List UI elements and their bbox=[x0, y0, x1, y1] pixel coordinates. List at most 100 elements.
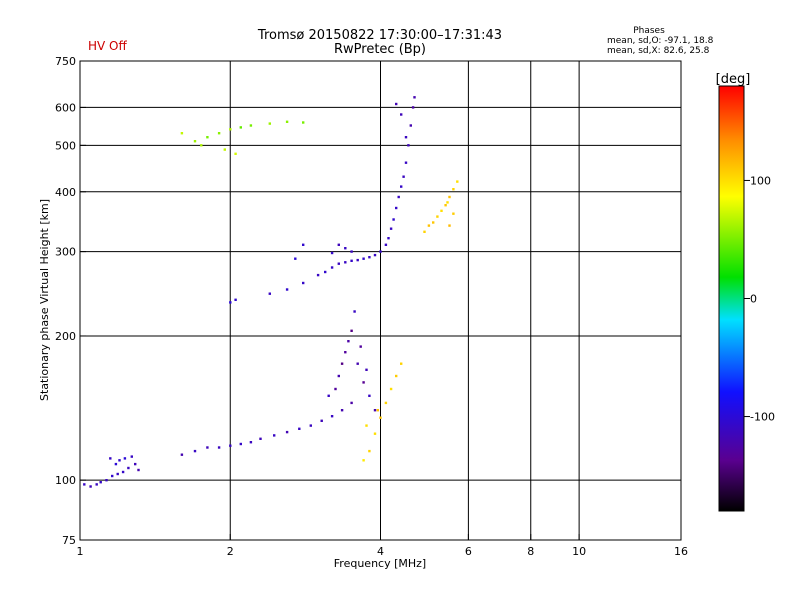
plot-area: 1 2 4 6 8 10 16 75 100 200 300 400 500 600 750 bbox=[55, 55, 688, 558]
x-axis-label: Frequency [MHz] bbox=[334, 557, 426, 570]
data-point bbox=[285, 288, 289, 291]
data-point bbox=[402, 175, 405, 178]
data-point bbox=[392, 218, 395, 221]
colorbar-tick-label: -100 bbox=[750, 411, 775, 424]
data-point bbox=[400, 113, 403, 116]
data-point bbox=[309, 424, 312, 427]
data-point bbox=[285, 120, 289, 123]
data-point bbox=[456, 180, 459, 183]
data-point bbox=[350, 329, 353, 332]
data-point bbox=[337, 262, 340, 265]
data-point bbox=[249, 441, 253, 444]
data-point bbox=[200, 144, 203, 147]
data-point bbox=[229, 128, 232, 131]
data-point bbox=[350, 250, 353, 253]
data-point bbox=[362, 381, 365, 384]
data-point bbox=[347, 340, 350, 343]
data-point bbox=[294, 257, 297, 260]
chart-title: Tromsø 20150822 17:30:00–17:31:43 bbox=[257, 28, 502, 43]
data-point bbox=[193, 449, 197, 453]
data-point bbox=[409, 124, 412, 127]
y-tick-label: 300 bbox=[55, 246, 76, 259]
data-point bbox=[239, 126, 242, 129]
data-point bbox=[206, 136, 209, 139]
data-point bbox=[368, 449, 371, 453]
data-point bbox=[448, 224, 451, 227]
chart-subtitle: RwPretec (Bp) bbox=[334, 42, 426, 57]
data-point bbox=[440, 209, 443, 212]
data-point bbox=[330, 415, 334, 418]
data-point bbox=[404, 136, 408, 139]
data-point bbox=[379, 250, 382, 253]
data-point bbox=[239, 442, 242, 446]
y-tick-label: 200 bbox=[55, 330, 76, 343]
data-point bbox=[368, 256, 371, 259]
data-point bbox=[109, 457, 112, 460]
data-point bbox=[344, 261, 347, 264]
data-point bbox=[234, 152, 237, 155]
data-point bbox=[452, 188, 455, 191]
data-points bbox=[83, 96, 459, 488]
data-point bbox=[444, 204, 447, 207]
x-ticks: 1 2 4 6 8 10 16 bbox=[77, 534, 688, 558]
data-point bbox=[384, 243, 388, 246]
data-point bbox=[234, 298, 237, 301]
data-point bbox=[223, 148, 226, 151]
stats-o: mean, sd,O: -97.1, 18.8 bbox=[607, 36, 714, 46]
data-point bbox=[206, 446, 209, 449]
data-point bbox=[121, 470, 125, 474]
data-point bbox=[95, 483, 98, 486]
x-tick-label: 8 bbox=[527, 545, 534, 558]
data-point bbox=[436, 215, 439, 218]
data-point bbox=[389, 227, 393, 230]
data-point bbox=[404, 161, 408, 164]
data-point bbox=[268, 292, 271, 295]
status-label: HV Off bbox=[88, 39, 127, 53]
data-point bbox=[130, 455, 133, 458]
data-point bbox=[373, 253, 377, 257]
data-point bbox=[452, 212, 455, 215]
data-point bbox=[395, 102, 398, 106]
stats-title: Phases bbox=[633, 26, 665, 36]
data-point bbox=[99, 481, 102, 484]
x-tick-label: 4 bbox=[377, 545, 384, 558]
data-point bbox=[340, 362, 344, 365]
data-point bbox=[337, 374, 340, 378]
data-point bbox=[249, 124, 253, 127]
data-point bbox=[83, 483, 86, 486]
data-point bbox=[316, 273, 320, 277]
data-point bbox=[298, 427, 301, 430]
data-point bbox=[359, 345, 362, 348]
data-point bbox=[395, 374, 398, 378]
data-point bbox=[407, 144, 410, 147]
data-point bbox=[379, 416, 382, 419]
data-point bbox=[217, 132, 221, 135]
colorbar-ticks: 100 0 -100 bbox=[744, 174, 775, 424]
data-point bbox=[353, 310, 356, 313]
data-point bbox=[395, 206, 398, 210]
data-point bbox=[302, 121, 305, 124]
data-point bbox=[114, 462, 118, 466]
data-point bbox=[400, 185, 403, 188]
y-tick-label: 400 bbox=[55, 186, 76, 199]
data-point bbox=[89, 485, 92, 488]
data-point bbox=[384, 401, 388, 405]
y-tick-label: 75 bbox=[62, 534, 76, 547]
colorbar-tick-label: 0 bbox=[750, 293, 757, 306]
data-point bbox=[193, 140, 197, 143]
data-point bbox=[330, 266, 334, 269]
data-point bbox=[350, 259, 353, 262]
data-point bbox=[229, 301, 232, 304]
data-point bbox=[324, 270, 327, 274]
gridlines bbox=[80, 61, 681, 540]
data-point bbox=[362, 459, 365, 462]
data-point bbox=[111, 474, 114, 478]
data-point bbox=[268, 122, 271, 125]
data-point bbox=[229, 444, 232, 447]
colorbar-tick-label: 100 bbox=[750, 174, 771, 187]
data-point bbox=[448, 195, 451, 199]
data-point bbox=[344, 351, 347, 354]
y-tick-label: 600 bbox=[55, 101, 76, 114]
data-point bbox=[356, 258, 359, 262]
x-tick-label: 2 bbox=[227, 545, 234, 558]
